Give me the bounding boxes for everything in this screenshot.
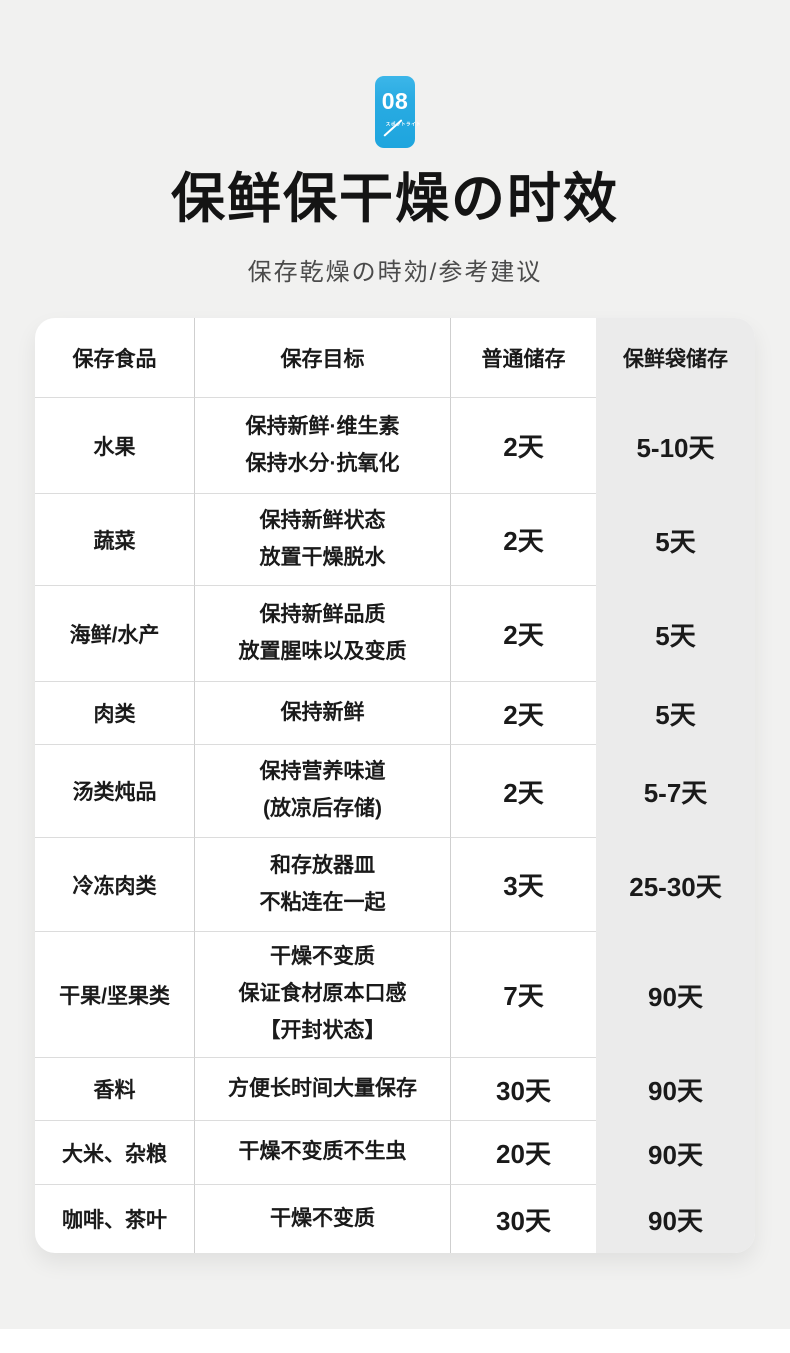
table-row: 冷冻肉类 和存放器皿 不粘连在一起 3天 25-30天: [35, 838, 755, 932]
table-row: 水果 保持新鲜·维生素 保持水分·抗氧化 2天 5-10天: [35, 398, 755, 494]
cell-goal: 保持新鲜品质 放置腥味以及变质: [195, 586, 451, 682]
cell-food: 干果/坚果类: [35, 932, 195, 1058]
cell-bag-storage: 90天: [596, 932, 755, 1058]
cell-food: 香料: [35, 1058, 195, 1121]
cell-goal: 保持新鲜: [195, 682, 451, 745]
cell-food: 蔬菜: [35, 494, 195, 586]
column-header-normal-storage: 普通储存: [451, 318, 596, 398]
cell-goal: 干燥不变质: [195, 1185, 451, 1253]
cell-normal-storage: 20天: [451, 1121, 596, 1185]
cell-normal-storage: 30天: [496, 1205, 551, 1236]
section-number-badge: 08 スポットライト: [375, 76, 422, 148]
page-title: 保鲜保干燥の时效: [171, 169, 619, 229]
cell-goal: 保持新鲜状态 放置干燥脱水: [195, 494, 451, 586]
cell-goal: 保持营养味道 (放凉后存储): [195, 745, 451, 838]
cell-bag-storage: 90天: [596, 1185, 755, 1253]
cell-food: 汤类炖品: [35, 745, 195, 838]
cell-bag-storage: 90天: [596, 1121, 755, 1185]
cell-goal: 和存放器皿 不粘连在一起: [195, 838, 451, 932]
cell-normal-storage: 2天: [451, 586, 596, 682]
storage-table: 保存食品 保存目标 普通储存 保鲜袋储存 水果 保持新鲜·维生素 保持水分·抗氧…: [35, 318, 755, 1253]
cell-goal: 方便长时间大量保存: [195, 1058, 451, 1121]
column-header-bag-storage: 保鲜袋储存: [596, 318, 755, 398]
cell-food: 海鲜/水产: [35, 586, 195, 682]
cell-bag-storage: 25-30天: [596, 838, 755, 932]
table-row: 香料 方便长时间大量保存 30天 90天: [35, 1058, 755, 1121]
cell-food: 大米、杂粮: [35, 1121, 195, 1185]
table-row: 蔬菜 保持新鲜状态 放置干燥脱水 2天 5天: [35, 494, 755, 586]
cell-goal: 保持新鲜·维生素 保持水分·抗氧化: [195, 398, 451, 494]
cell-bag-storage: 5天: [596, 682, 755, 745]
cell-food: 肉类: [35, 682, 195, 745]
cell-normal-storage: 2天: [451, 398, 596, 494]
table-row: 肉类 保持新鲜 2天 5天: [35, 682, 755, 745]
cell-normal-storage: 30天: [451, 1058, 596, 1121]
table-header-row: 保存食品 保存目标 普通储存 保鲜袋储存: [35, 318, 755, 398]
cell-food: 咖啡、茶叶: [35, 1185, 195, 1253]
section-number: 08: [381, 88, 409, 114]
bottom-white-strip: [0, 1329, 790, 1353]
column-header-food: 保存食品: [35, 318, 195, 398]
cell-bag-storage: 90天: [596, 1058, 755, 1121]
table-row: 咖啡、茶叶 干燥不变质 30天 90天: [35, 1185, 755, 1253]
cell-bag-storage: 5天: [596, 494, 755, 586]
cell-food: 冷冻肉类: [35, 838, 195, 932]
cell-normal-storage: 3天: [451, 838, 596, 932]
table-row: 汤类炖品 保持营养味道 (放凉后存储) 2天 5-7天: [35, 745, 755, 838]
cell-normal-storage: 2天: [451, 682, 596, 745]
cell-normal-storage: 2天: [451, 745, 596, 838]
section-badge-label: スポットライト: [385, 121, 422, 127]
cell-normal-storage: 2天: [451, 494, 596, 586]
cell-goal: 干燥不变质 保证食材原本口感 【开封状态】: [195, 932, 451, 1058]
cell-food: 水果: [35, 398, 195, 494]
cell-bag-storage: 5天: [596, 586, 755, 682]
table-row: 海鲜/水产 保持新鲜品质 放置腥味以及变质 2天 5天: [35, 586, 755, 682]
column-header-goal: 保存目标: [195, 318, 451, 398]
cell-normal-storage: 7天: [451, 932, 596, 1058]
cell-bag-storage: 5-10天: [596, 398, 755, 494]
cell-bag-storage: 5-7天: [596, 745, 755, 838]
table-row: 大米、杂粮 干燥不变质不生虫 20天 90天: [35, 1121, 755, 1185]
cell-goal: 干燥不变质不生虫: [195, 1121, 451, 1185]
page-subtitle: 保存乾燥の時効/参考建议: [247, 259, 543, 286]
table-row: 干果/坚果类 干燥不变质 保证食材原本口感 【开封状态】 7天 90天: [35, 932, 755, 1058]
